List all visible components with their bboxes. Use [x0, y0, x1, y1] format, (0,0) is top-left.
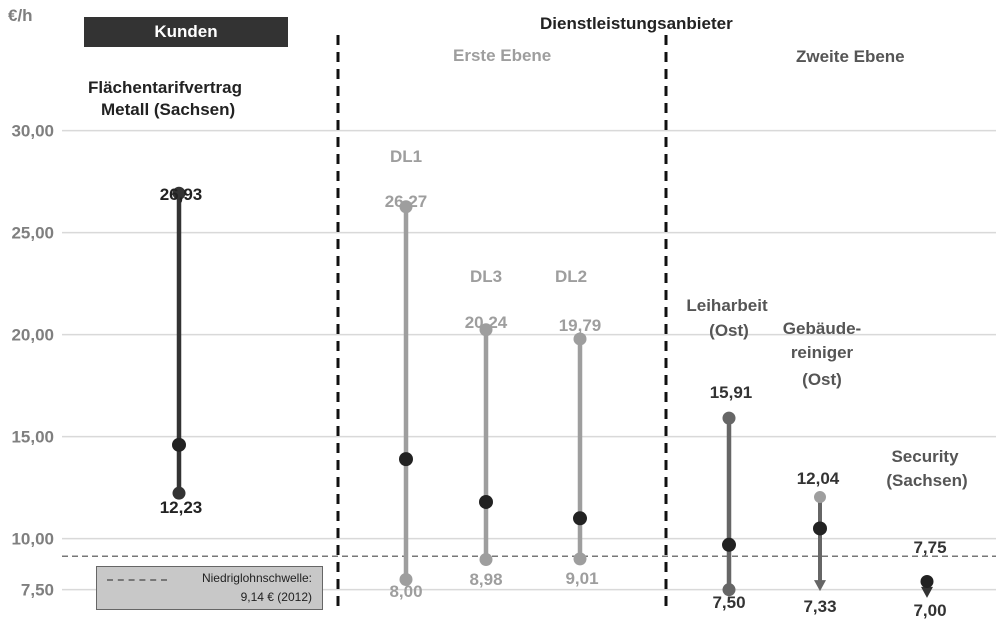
legend-text-line1: Niedriglohnschwelle: — [201, 571, 312, 585]
tarif-label-line1: Flächentarifvertrag — [88, 78, 242, 97]
dl3-mid-point — [479, 494, 493, 509]
gebaeude-max-label: 12,04 — [797, 469, 840, 488]
security-max-label: 7,75 — [913, 538, 946, 557]
dl2-min-point — [573, 552, 587, 566]
dl3-category-label-1: DL3 — [470, 267, 502, 286]
metall-mid-point — [172, 437, 186, 452]
zweite-ebene-heading: Zweite Ebene — [796, 47, 905, 66]
y-axis-ticks: 7,50 10,00 15,00 20,00 25,00 30,00 — [11, 122, 54, 600]
metall-max-label: 26,93 — [160, 185, 203, 204]
y-tick-label-5: 30,00 — [11, 122, 54, 141]
dl3-max-label: 20,24 — [465, 313, 508, 332]
gebaeude-category-label-2: reiniger — [791, 343, 854, 362]
dl2-category-label-1: DL2 — [555, 267, 587, 286]
kunden-badge: Kunden — [84, 17, 288, 47]
range-dl1: 26,27 8,00 DL1 — [385, 147, 428, 601]
gebaeude-category-label-1: Gebäude- — [783, 319, 861, 338]
gebaeude-category-label-3: (Ost) — [802, 370, 842, 389]
leiharbeit-category-label-2: (Ost) — [709, 321, 749, 340]
y-tick-label-0: 7,50 — [21, 581, 54, 600]
range-gebaeude: 12,04 7,33 Gebäude-reiniger (Ost) — [783, 319, 861, 616]
dl1-max-point — [399, 200, 413, 214]
leiharbeit-min-label: 7,50 — [712, 593, 745, 612]
gebaeude-max-point — [814, 491, 826, 504]
legend-dashed-line-swatch — [107, 579, 167, 581]
range-metall: 26,93 12,23 — [160, 185, 203, 517]
dl2-max-label: 19,79 — [559, 316, 602, 335]
gebaeude-min-label: 7,33 — [803, 597, 836, 616]
dl2-min-label: 9,01 — [565, 569, 598, 588]
security-min-label: 7,00 — [913, 601, 946, 620]
y-tick-label-2: 15,00 — [11, 428, 54, 447]
erste-ebene-heading: Erste Ebene — [453, 46, 552, 65]
leiharbeit-category-label-1: Leiharbeit — [686, 296, 768, 315]
tarif-label-line2: Metall (Sachsen) — [101, 100, 236, 119]
dl1-min-point — [399, 572, 413, 586]
dl2-max-point — [573, 332, 587, 346]
gebaeude-arrow-head — [814, 580, 826, 592]
range-security: 7,75 7,00 Security (Sachsen) — [886, 447, 967, 620]
gebaeude-mid-point — [813, 521, 827, 536]
leiharbeit-min-point — [722, 583, 736, 597]
security-max-point — [920, 575, 934, 589]
dl1-min-label: 8,00 — [389, 582, 422, 601]
range-dl2: 19,79 9,01 DL2 — [555, 267, 601, 588]
y-tick-label-1: 10,00 — [11, 530, 54, 549]
dl3-min-point — [479, 552, 493, 566]
security-category-label-1: Security — [891, 447, 959, 466]
y-axis-unit-label: €/h — [8, 6, 33, 25]
security-category-label-2: (Sachsen) — [886, 471, 967, 490]
range-series: 26,93 12,23 26,27 8,00 DL1 20,24 8,98 DL3 19,79 9… — [160, 147, 968, 620]
range-dl3: 20,24 8,98 DL3 — [465, 267, 508, 589]
leiharbeit-max-label: 15,91 — [710, 383, 753, 402]
leiharbeit-max-point — [722, 411, 736, 425]
legend-text-line2: 9,14 € (2012) — [240, 590, 312, 604]
dl1-max-label: 26,27 — [385, 192, 428, 211]
dl1-mid-point — [399, 452, 413, 467]
dl2-mid-point — [573, 511, 587, 526]
range-leiharbeit: 15,91 7,50 Leiharbeit (Ost) — [686, 296, 768, 612]
dienstleister-heading: Dienstleistungsanbieter — [540, 14, 733, 33]
section-dividers — [336, 35, 668, 612]
metall-min-point — [172, 486, 186, 500]
security-arrow-head — [921, 586, 933, 598]
y-tick-label-4: 25,00 — [11, 224, 54, 243]
dl1-category-label-1: DL1 — [390, 147, 422, 166]
dl3-max-point — [479, 323, 493, 337]
gridlines — [62, 129, 996, 591]
y-tick-label-3: 20,00 — [11, 326, 54, 345]
metall-max-point — [172, 186, 186, 200]
dl3-min-label: 8,98 — [469, 570, 502, 589]
metall-min-label: 12,23 — [160, 498, 203, 517]
leiharbeit-mid-point — [722, 537, 736, 552]
legend: Niedriglohnschwelle: 9,14 € (2012) — [96, 566, 323, 610]
